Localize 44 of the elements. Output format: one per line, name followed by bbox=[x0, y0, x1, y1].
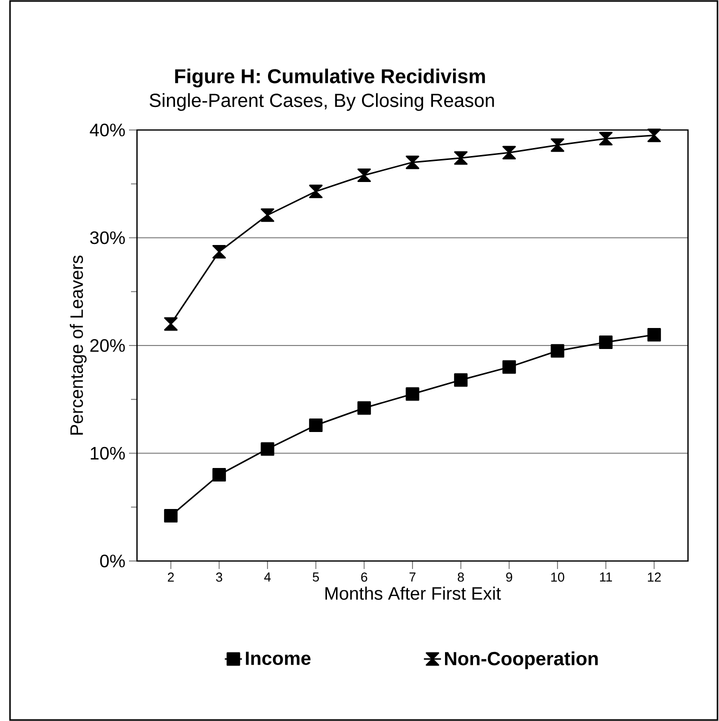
point bbox=[309, 184, 323, 198]
point bbox=[212, 468, 226, 482]
point bbox=[454, 151, 468, 165]
x-tick-label: 6 bbox=[361, 572, 368, 582]
point bbox=[599, 336, 613, 350]
point bbox=[357, 168, 371, 182]
x-tick-label: 9 bbox=[506, 572, 512, 582]
point bbox=[260, 208, 274, 222]
x-axis-title: Months After First Exit bbox=[325, 586, 501, 600]
y-tick-label: 30% bbox=[90, 231, 125, 244]
point bbox=[260, 442, 274, 456]
x-tick-label: 10 bbox=[551, 572, 564, 582]
x-tick-label: 11 bbox=[600, 572, 612, 582]
point bbox=[647, 328, 661, 342]
y-axis-title: Percentage of Leavers bbox=[70, 256, 87, 435]
point bbox=[550, 344, 564, 358]
point bbox=[212, 245, 226, 259]
y-tick-label: 40% bbox=[90, 124, 125, 136]
point bbox=[454, 373, 468, 387]
point bbox=[406, 387, 420, 401]
y-tick-label: 10% bbox=[90, 446, 125, 460]
point bbox=[647, 128, 661, 142]
x-tick-label: 4 bbox=[264, 572, 271, 582]
x-tick-label: 7 bbox=[410, 572, 416, 582]
point bbox=[599, 132, 613, 146]
legend-label: Non-Cooperation bbox=[445, 651, 598, 670]
point bbox=[502, 360, 516, 374]
point bbox=[309, 418, 323, 432]
point bbox=[550, 138, 564, 152]
x-tick-label: 8 bbox=[458, 572, 464, 582]
point bbox=[502, 146, 516, 160]
chart-subtitle: Single-Parent Cases, By Closing Reason bbox=[150, 93, 494, 111]
point bbox=[164, 317, 178, 331]
legend-label: Income bbox=[246, 652, 311, 666]
x-tick-label: 5 bbox=[312, 572, 319, 582]
point bbox=[406, 156, 420, 170]
point bbox=[357, 401, 371, 415]
chart-title: Figure H: Cumulative Recidivism bbox=[175, 68, 485, 88]
y-tick-label: 0% bbox=[100, 554, 125, 568]
x-tick-label: 3 bbox=[216, 572, 222, 582]
y-tick-label: 20% bbox=[90, 339, 125, 352]
x-tick-label: 2 bbox=[168, 572, 174, 582]
point bbox=[164, 508, 178, 522]
x-tick-label: 12 bbox=[648, 572, 661, 582]
